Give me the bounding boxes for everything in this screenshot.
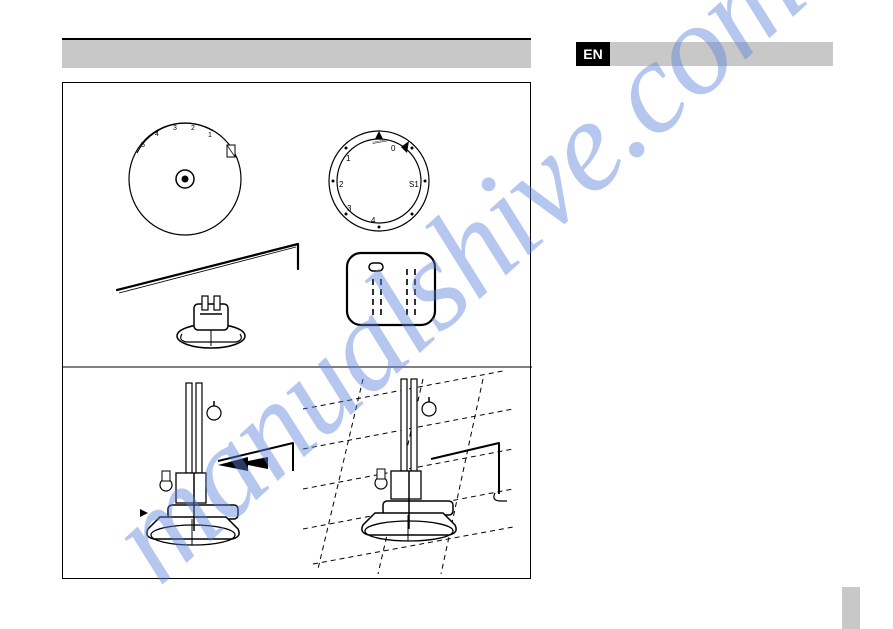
svg-text:1: 1 [346,154,351,163]
language-badge: EN [576,42,610,66]
svg-text:4: 4 [155,131,159,138]
header-right-bar [576,42,833,66]
tension-dial-icon: 5 4 3 2 1 [129,123,241,235]
svg-text:3: 3 [173,125,177,132]
svg-text:5: 5 [141,142,145,149]
foot-assembly-right-icon [303,371,513,574]
guide-bar-icon [117,244,298,293]
header-left-bar [62,38,531,68]
svg-text:1: 1 [208,132,212,139]
stitch-plate-icon [347,253,435,325]
svg-text:2: 2 [191,125,195,132]
svg-text:0: 0 [391,144,396,153]
foot-assembly-left-icon [140,383,293,545]
presser-foot-icon [177,296,245,348]
page-edge-tab [842,587,860,629]
svg-text:3: 3 [347,204,352,213]
diagram-frame: 5 4 3 2 1 0 ═══ [62,82,531,579]
svg-text:4: 4 [371,216,376,225]
svg-text:2: 2 [339,180,344,189]
diagram-svg: 5 4 3 2 1 0 ═══ [63,83,532,580]
stitch-dial-icon: 0 ═══ 1 2 3 4 S1 [329,131,429,231]
svg-text:S1: S1 [409,180,419,189]
